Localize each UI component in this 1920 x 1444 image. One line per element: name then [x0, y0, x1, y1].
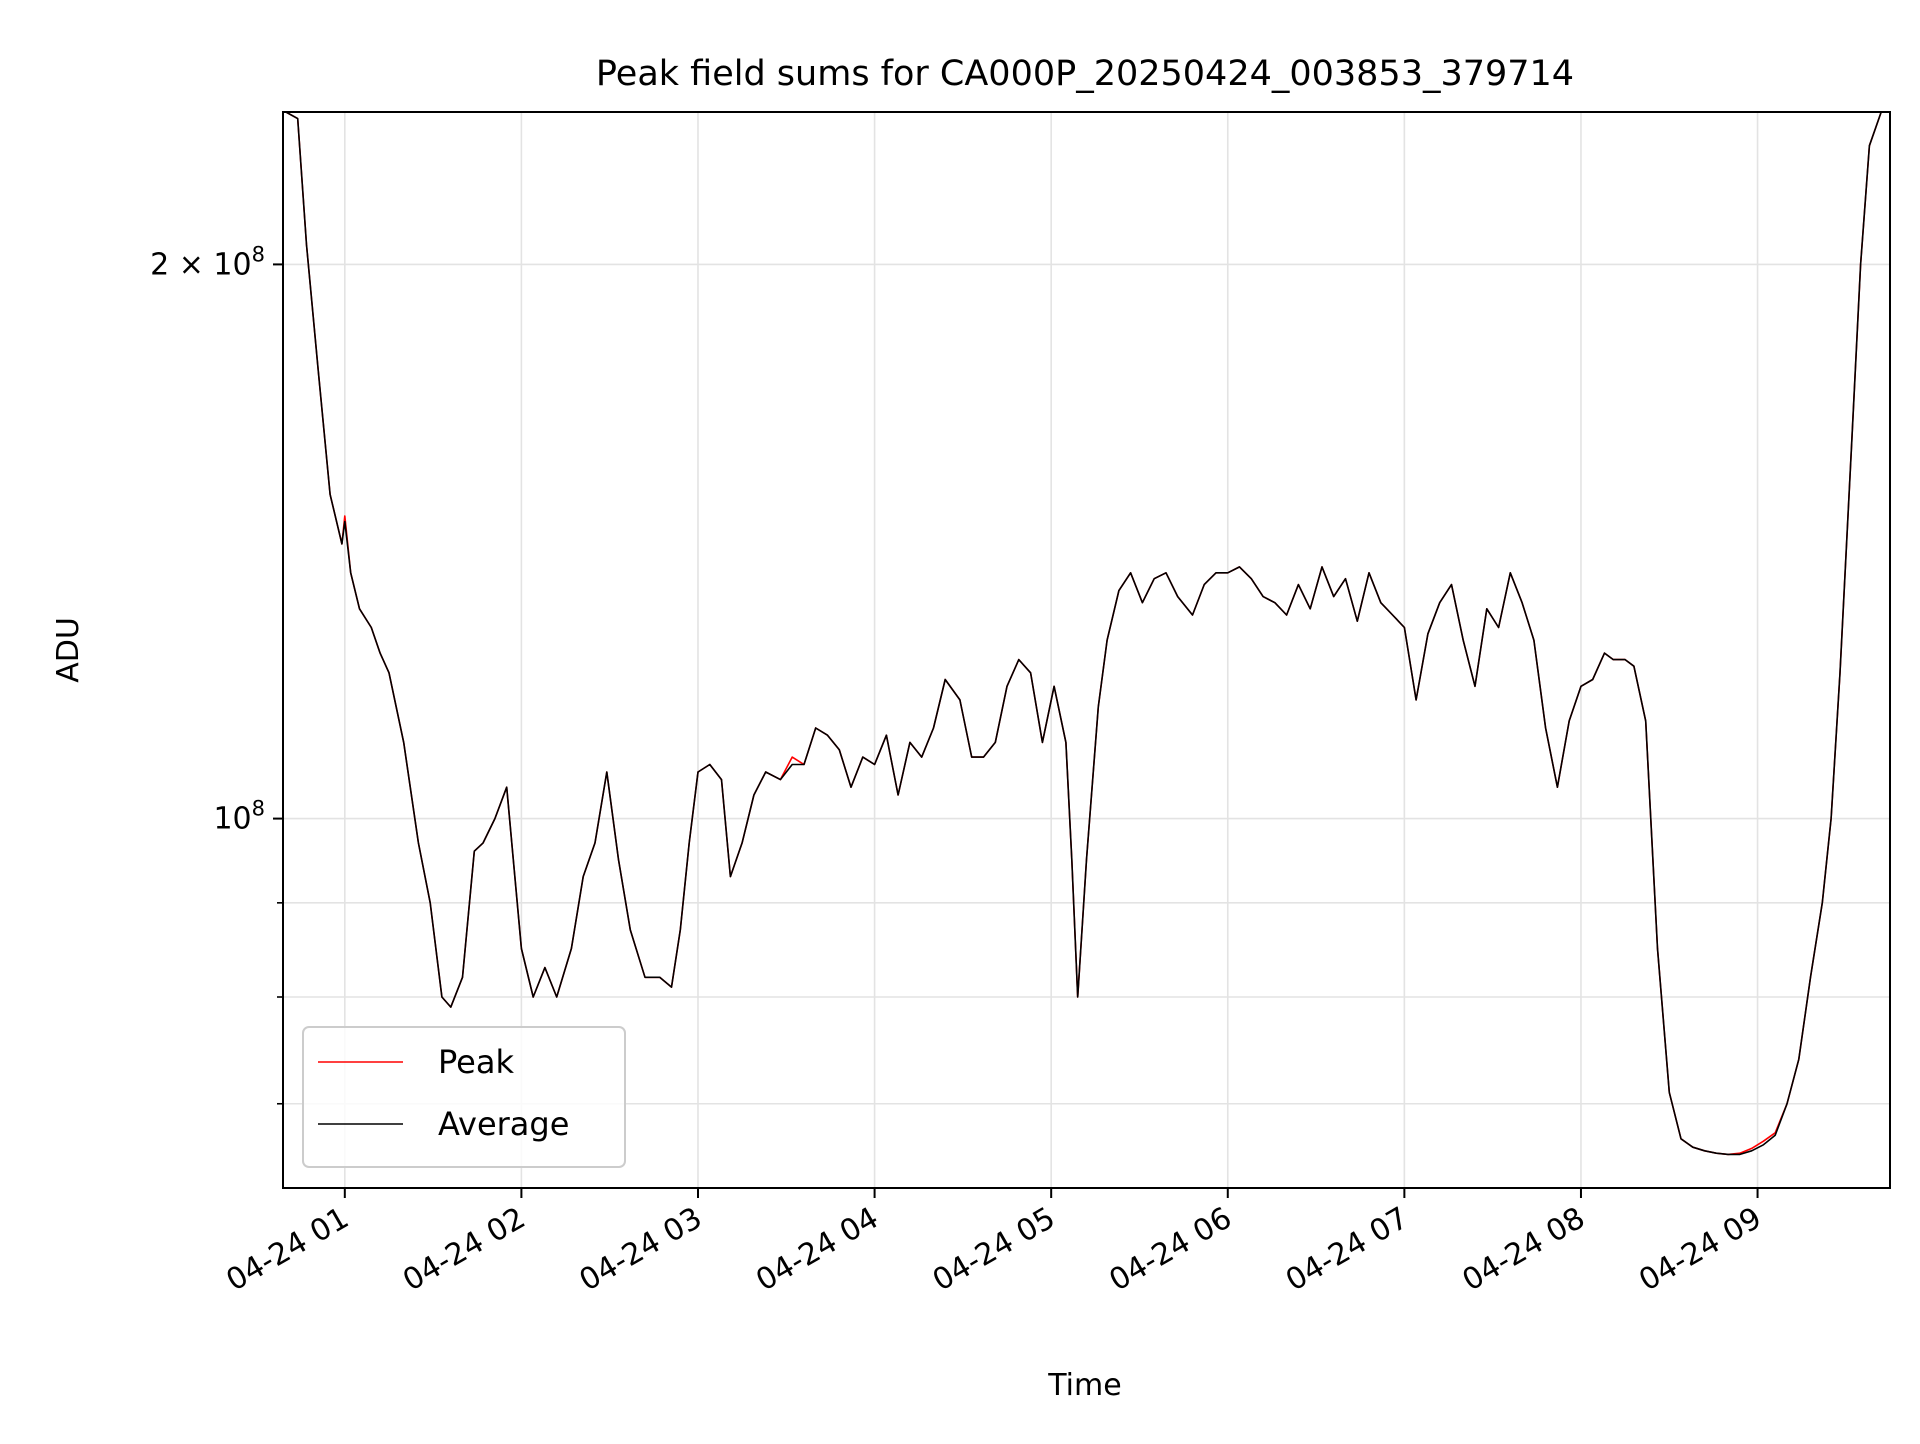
legend: Peak Average: [302, 1026, 626, 1168]
grid-layer: [283, 112, 1890, 1188]
plot-area-background: [283, 112, 1890, 1188]
y-axis-label: ADU: [51, 617, 86, 683]
chart-title: Peak field sums for CA000P_20250424_0038…: [596, 54, 1574, 94]
legend-label-peak: Peak: [438, 1043, 514, 1081]
series-layer: [285, 112, 1882, 1156]
y-tick-label: 2 × 108: [150, 242, 265, 282]
legend-label-average: Average: [438, 1105, 569, 1143]
x-axis-label: Time: [1047, 1368, 1121, 1403]
plot-frame: [282, 111, 1891, 1189]
series-line-average: [285, 112, 1882, 1156]
